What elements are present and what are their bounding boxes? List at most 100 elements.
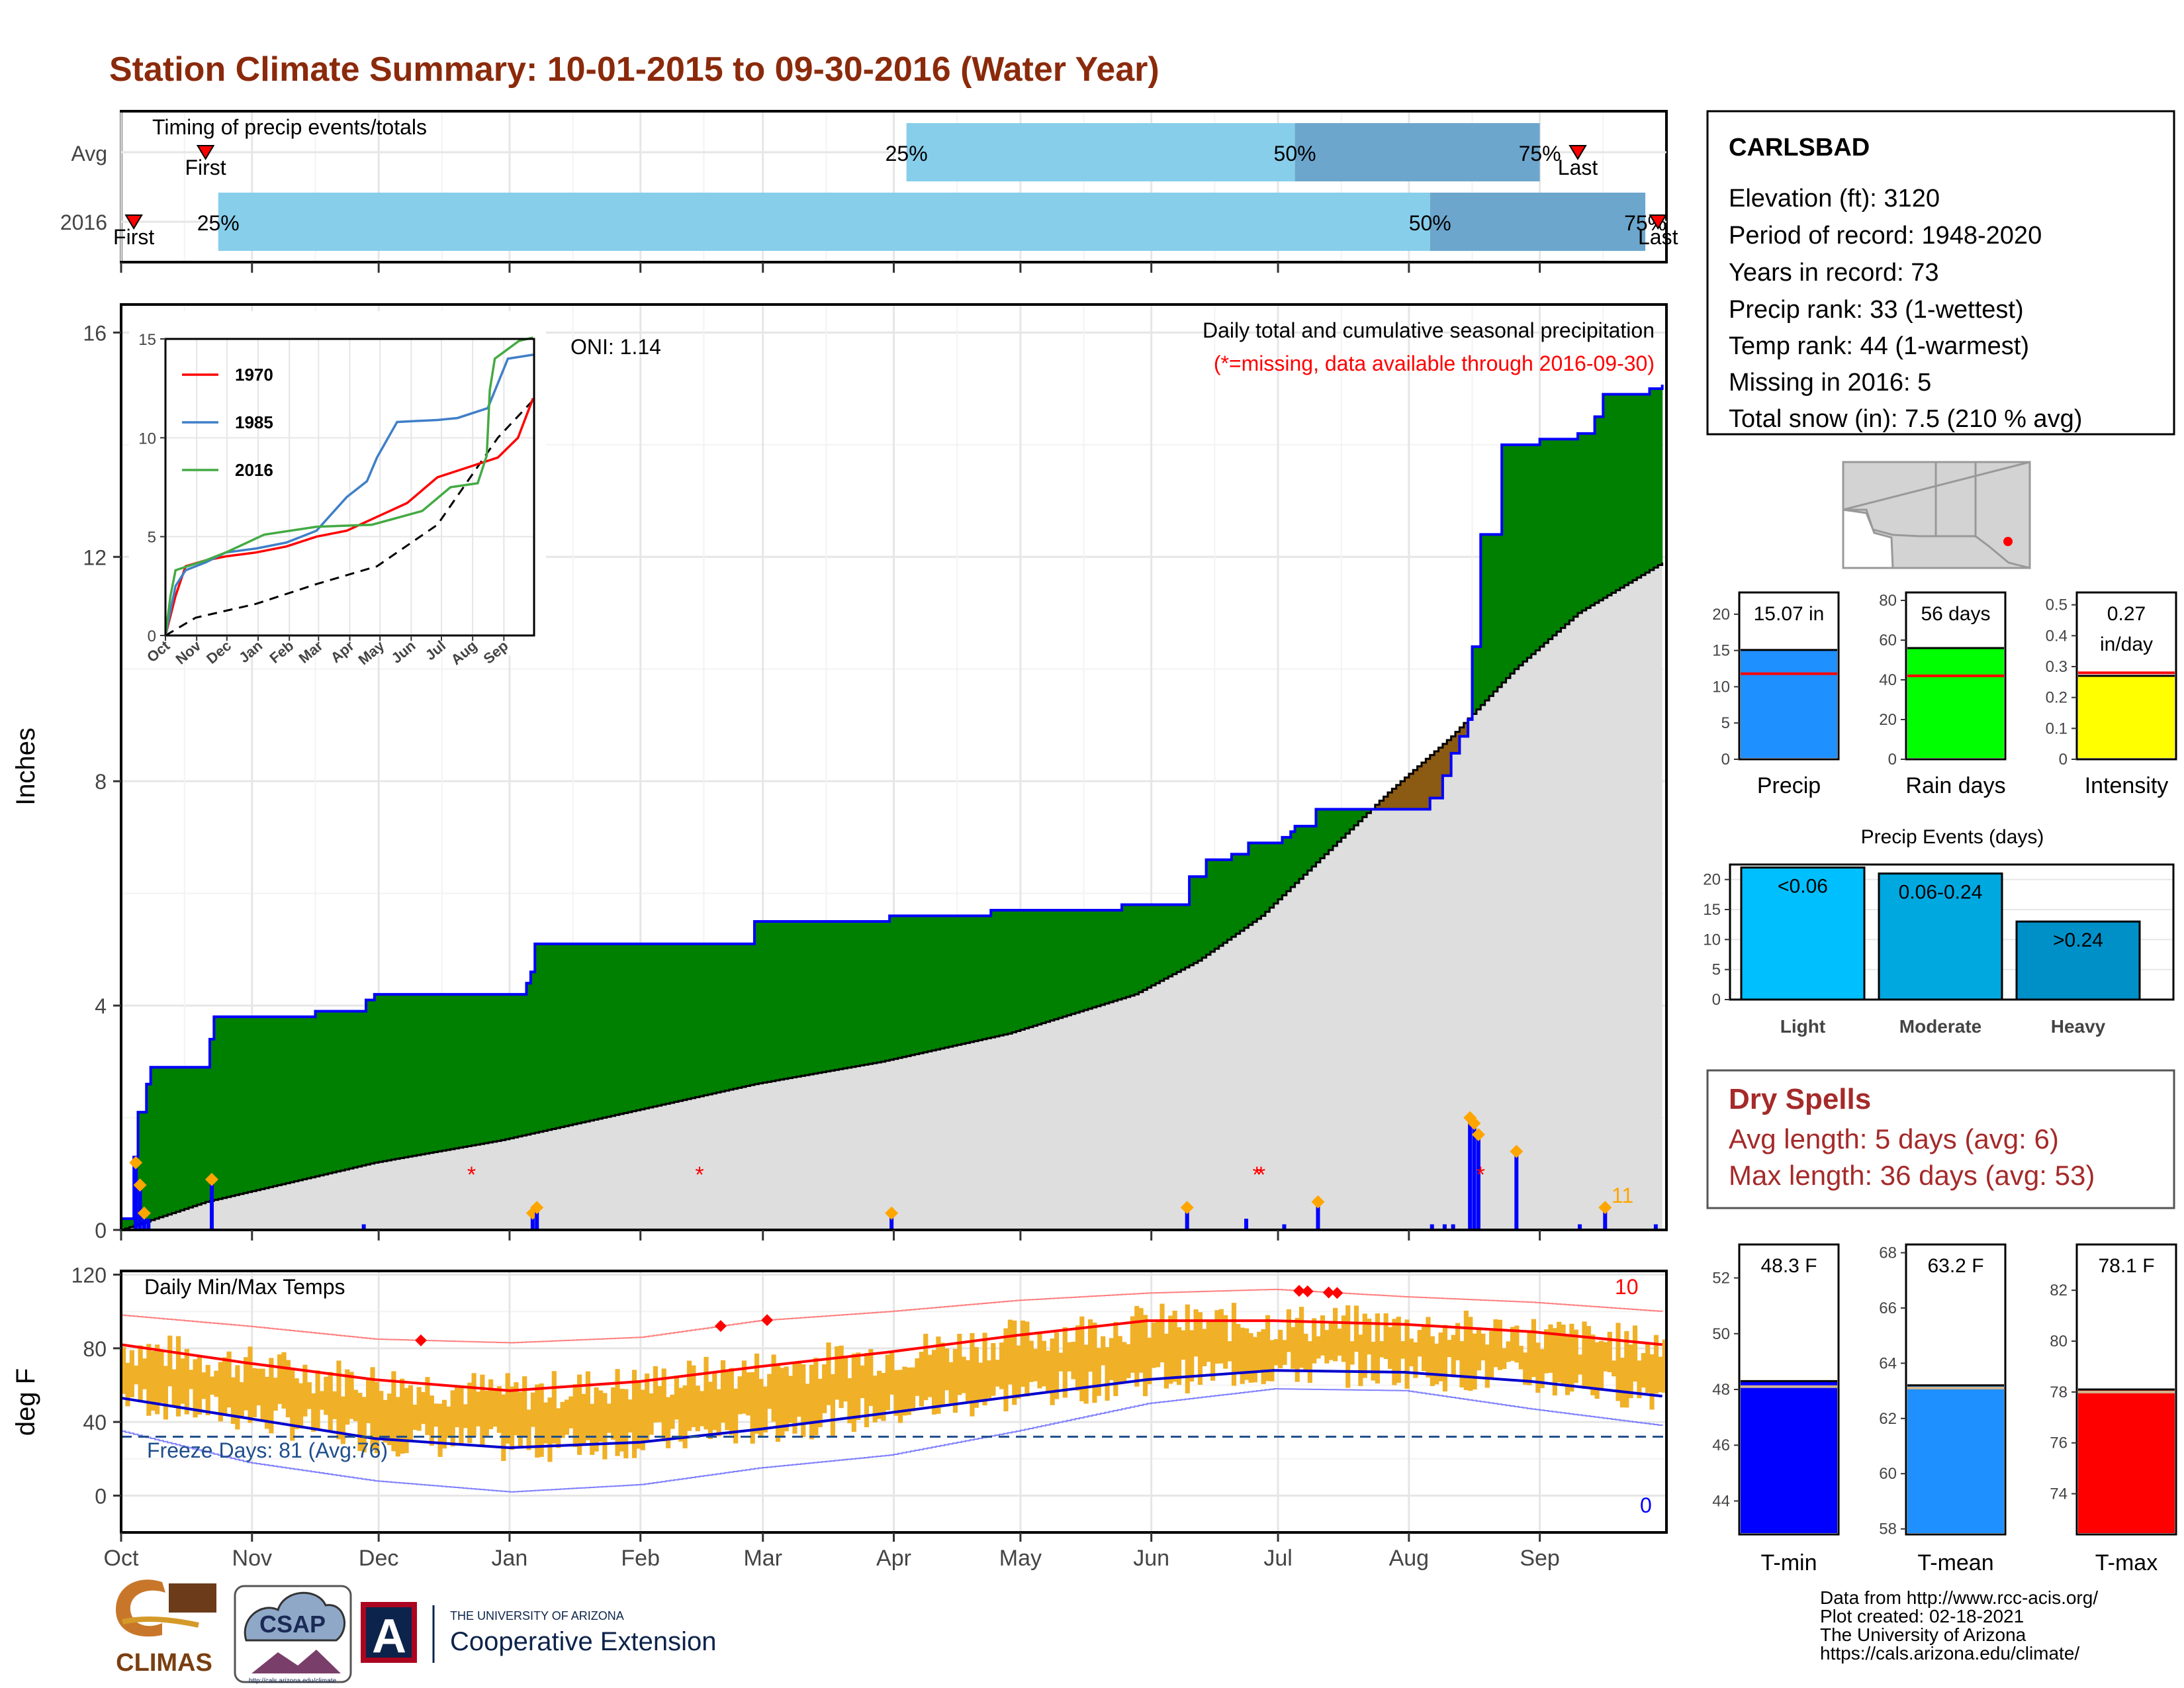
daily-temp-range-bar	[353, 1389, 359, 1421]
surplus-band	[741, 943, 747, 1087]
deficit-band	[1430, 755, 1435, 798]
rain-days-bar	[1907, 648, 2004, 758]
surplus-band	[471, 994, 477, 1146]
surplus-band	[809, 921, 814, 1075]
daily-temp-range-bar	[1316, 1336, 1321, 1359]
daily-temp-range-bar	[792, 1362, 797, 1434]
daily-temp-range-bar	[615, 1369, 620, 1456]
surplus-band	[1269, 843, 1275, 908]
deficit-band	[1442, 743, 1447, 776]
record-max-line	[121, 1288, 1663, 1344]
surplus-band	[1320, 809, 1325, 859]
surplus-band	[1573, 439, 1578, 617]
daily-temp-range-bar	[180, 1358, 185, 1404]
daily-temp-range-bar	[1557, 1321, 1562, 1383]
daily-temp-range-bar	[594, 1387, 599, 1452]
surplus-band	[1041, 910, 1046, 1023]
surplus-band	[150, 1067, 156, 1221]
daily-precip-bar	[1282, 1224, 1287, 1230]
intensity-y-tick-label: 0.5	[2046, 596, 2068, 614]
t-min-y-tick-label: 46	[1712, 1436, 1730, 1454]
daily-temp-range-bar	[509, 1386, 515, 1450]
daily-temp-range-bar	[193, 1359, 198, 1418]
daily-temp-range-bar	[134, 1365, 139, 1385]
daily-temp-range-bar	[940, 1342, 945, 1407]
daily-temp-range-bar	[514, 1382, 519, 1436]
daily-temp-range-bar	[492, 1389, 498, 1427]
daily-temp-range-bar	[345, 1369, 350, 1425]
surplus-band	[919, 915, 924, 1054]
station-name: CARLSBAD	[1729, 134, 1870, 162]
daily-temp-range-bar	[155, 1344, 160, 1415]
surplus-band	[175, 1067, 181, 1212]
surplus-band	[826, 921, 831, 1072]
surplus-band	[1163, 904, 1169, 979]
t-min-y-tick-label: 44	[1712, 1492, 1730, 1510]
daily-temp-range-bar	[847, 1378, 852, 1424]
daily-precip-bar	[1430, 1224, 1434, 1230]
surplus-band	[897, 915, 903, 1058]
precip-chart-subtitle: (*=missing, data available through 2016-…	[1214, 352, 1655, 375]
daily-temp-range-bar	[1392, 1319, 1397, 1385]
daily-temp-range-bar	[184, 1348, 189, 1415]
climas-logo-text: CLIMAS	[116, 1649, 212, 1677]
daily-temp-range-bar	[851, 1353, 856, 1432]
timing-first-marker-label: First	[113, 225, 154, 249]
surplus-band	[902, 915, 907, 1057]
daily-temp-range-bar	[897, 1370, 903, 1423]
t-mean-y-tick-label: 64	[1879, 1354, 1897, 1372]
surplus-band	[720, 943, 725, 1092]
deficit-band	[1417, 766, 1422, 810]
surplus-band	[1291, 831, 1296, 888]
surplus-band	[657, 943, 662, 1106]
daily-temp-range-bar	[218, 1362, 223, 1422]
temp-x-tick-label: Aug	[1389, 1546, 1430, 1571]
surplus-band	[1619, 394, 1625, 588]
surplus-band	[1353, 809, 1359, 825]
daily-temp-range-bar	[944, 1348, 950, 1391]
daily-temp-range-bar	[931, 1350, 937, 1415]
surplus-band	[645, 943, 650, 1109]
surplus-band	[1645, 394, 1651, 573]
daily-temp-range-bar	[1291, 1327, 1296, 1369]
daily-temp-range-bar	[248, 1346, 253, 1423]
daily-temp-range-bar	[244, 1357, 249, 1411]
daily-temp-range-bar	[957, 1333, 962, 1395]
surplus-band	[437, 994, 443, 1152]
daily-temp-range-bar	[1206, 1320, 1211, 1362]
daily-temp-range-bar	[408, 1385, 414, 1442]
daily-temp-range-bar	[1257, 1331, 1262, 1370]
surplus-band	[273, 1017, 278, 1186]
daily-temp-range-bar	[1552, 1328, 1557, 1396]
t-max-bar	[2078, 1389, 2175, 1533]
daily-temp-range-bar	[1168, 1315, 1173, 1384]
surplus-band	[598, 943, 603, 1119]
daily-temp-range-bar	[277, 1354, 283, 1404]
surplus-band	[1358, 809, 1363, 821]
surplus-band	[328, 1011, 333, 1174]
surplus-band	[1578, 433, 1583, 613]
inset-legend-label: 1970	[235, 365, 273, 385]
daily-temp-range-bar	[657, 1385, 662, 1423]
daily-temp-range-bar	[455, 1386, 460, 1428]
daily-temp-range-bar	[1231, 1303, 1237, 1386]
daily-temp-range-bar	[551, 1371, 557, 1444]
daily-temp-range-bar	[1307, 1341, 1312, 1383]
daily-temp-range-bar	[1037, 1332, 1042, 1389]
daily-precip-marker	[133, 1178, 147, 1192]
daily-temp-range-bar	[475, 1391, 481, 1427]
surplus-band	[412, 994, 418, 1156]
daily-temp-range-bar	[366, 1379, 371, 1423]
surplus-band	[433, 994, 439, 1152]
surplus-band	[1240, 854, 1245, 931]
daily-temp-range-bar	[433, 1403, 439, 1427]
daily-precip-bar	[530, 1213, 535, 1230]
surplus-band	[260, 1017, 265, 1190]
locator-map	[1842, 461, 2031, 569]
daily-precip-bar	[1472, 1123, 1477, 1230]
deficit-band	[1447, 740, 1452, 776]
daily-temp-range-bar	[315, 1370, 320, 1430]
daily-temp-range-bar	[1252, 1336, 1257, 1383]
surplus-band	[1518, 444, 1524, 666]
daily-temp-range-bar	[1603, 1342, 1608, 1372]
